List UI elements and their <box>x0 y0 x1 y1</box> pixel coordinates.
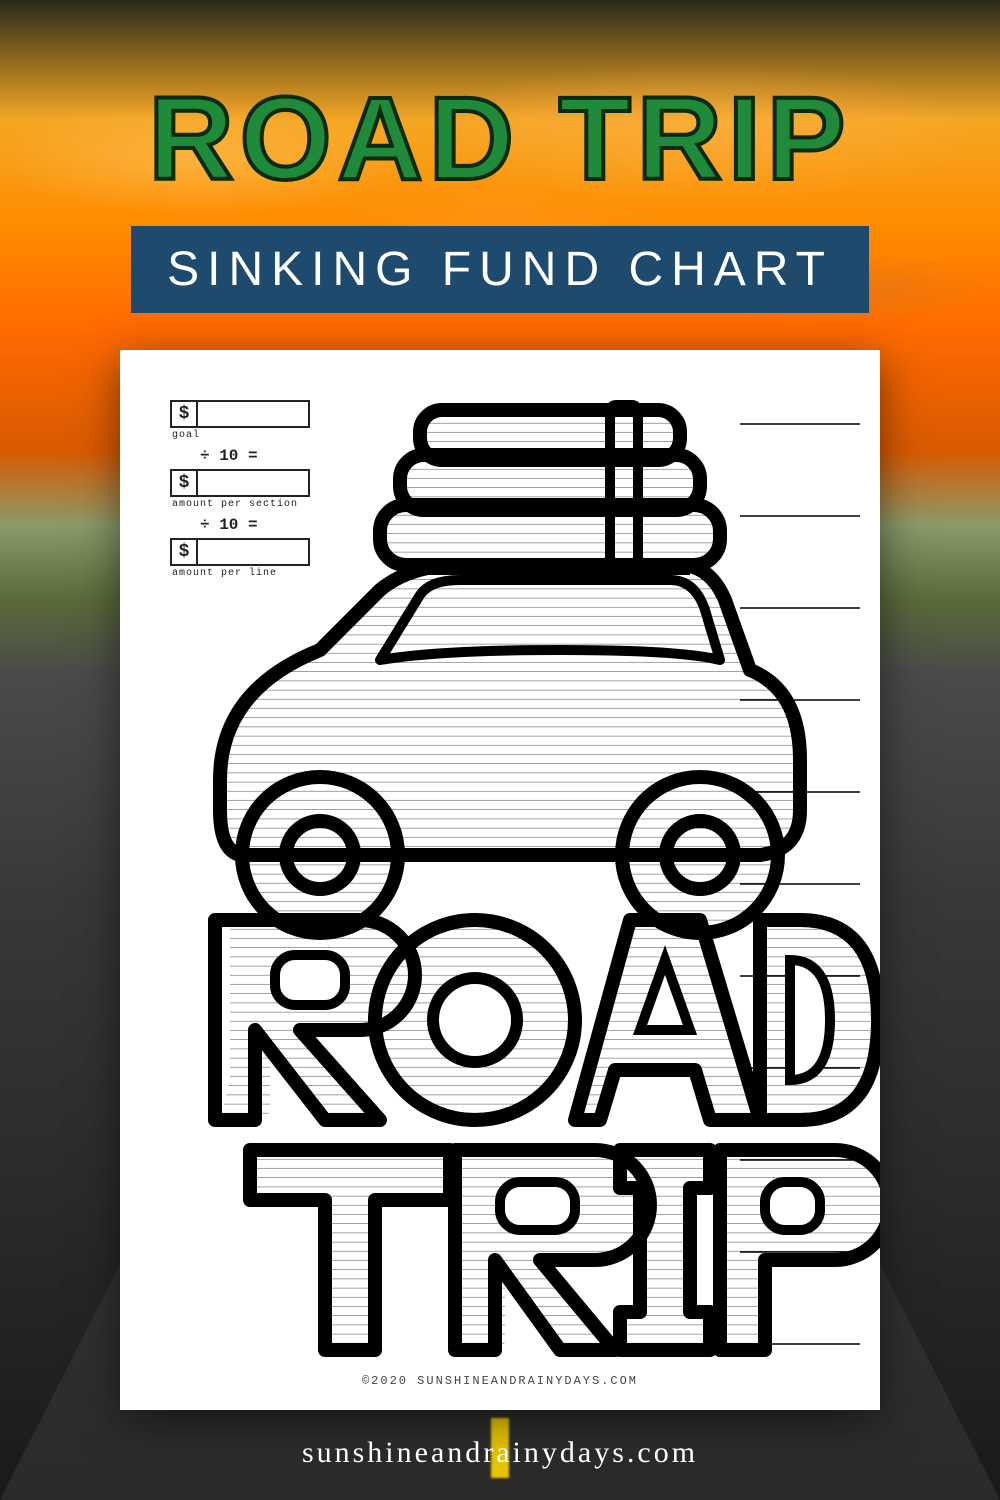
header: ROAD TRIP SINKING FUND CHART <box>0 0 1000 313</box>
copyright-text: ©2020 SUNSHINEANDRAINYDAYS.COM <box>120 1374 880 1388</box>
subtitle-bar: SINKING FUND CHART <box>131 226 869 313</box>
title-main: ROAD TRIP <box>0 80 1000 198</box>
footer-url: sunshineandrainydays.com <box>0 1436 1000 1470</box>
tracker-svg <box>120 350 880 1410</box>
worksheet-page: $ goal ÷ 10 = $ amount per section ÷ 10 … <box>120 350 880 1410</box>
tracker-art <box>120 350 880 1410</box>
